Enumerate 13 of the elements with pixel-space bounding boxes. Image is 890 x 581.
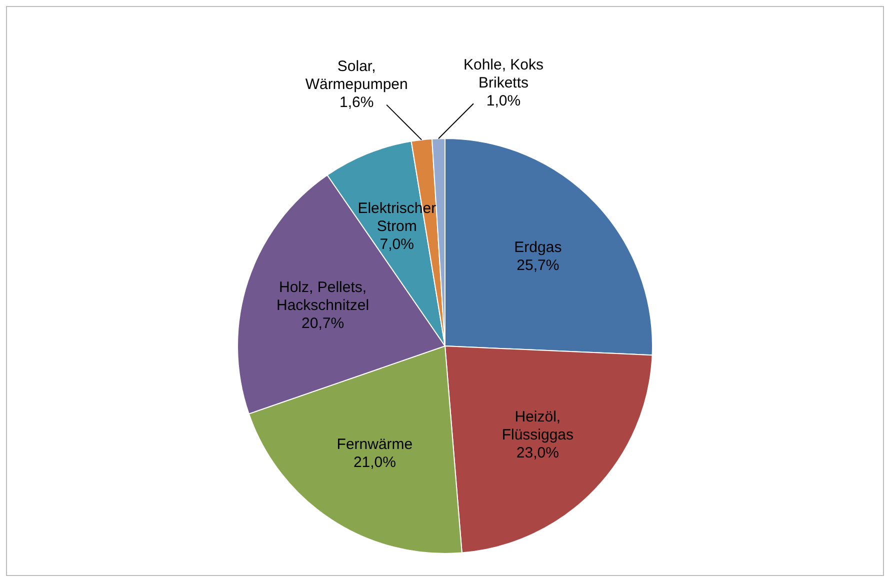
- slice-label: Kohle, Koks Briketts: [463, 56, 544, 92]
- data-label: 23,0%: [516, 444, 559, 462]
- slice-label: Holz, Pellets, Hackschnitzel: [276, 279, 370, 314]
- slice-label: Fernwärme: [336, 436, 413, 453]
- slice-label: Heizöl, Flüssiggas: [502, 408, 574, 444]
- data-label: 20,7%: [302, 315, 344, 332]
- data-label: 7,0%: [380, 236, 414, 253]
- data-label: 25,7%: [516, 257, 560, 274]
- slice-label: Erdgas: [514, 239, 562, 256]
- data-label: 1,0%: [486, 92, 521, 110]
- data-label: 1,6%: [339, 94, 374, 111]
- data-label: 21,0%: [353, 454, 396, 471]
- slice-label: Solar, Wärmepumpen: [305, 58, 408, 93]
